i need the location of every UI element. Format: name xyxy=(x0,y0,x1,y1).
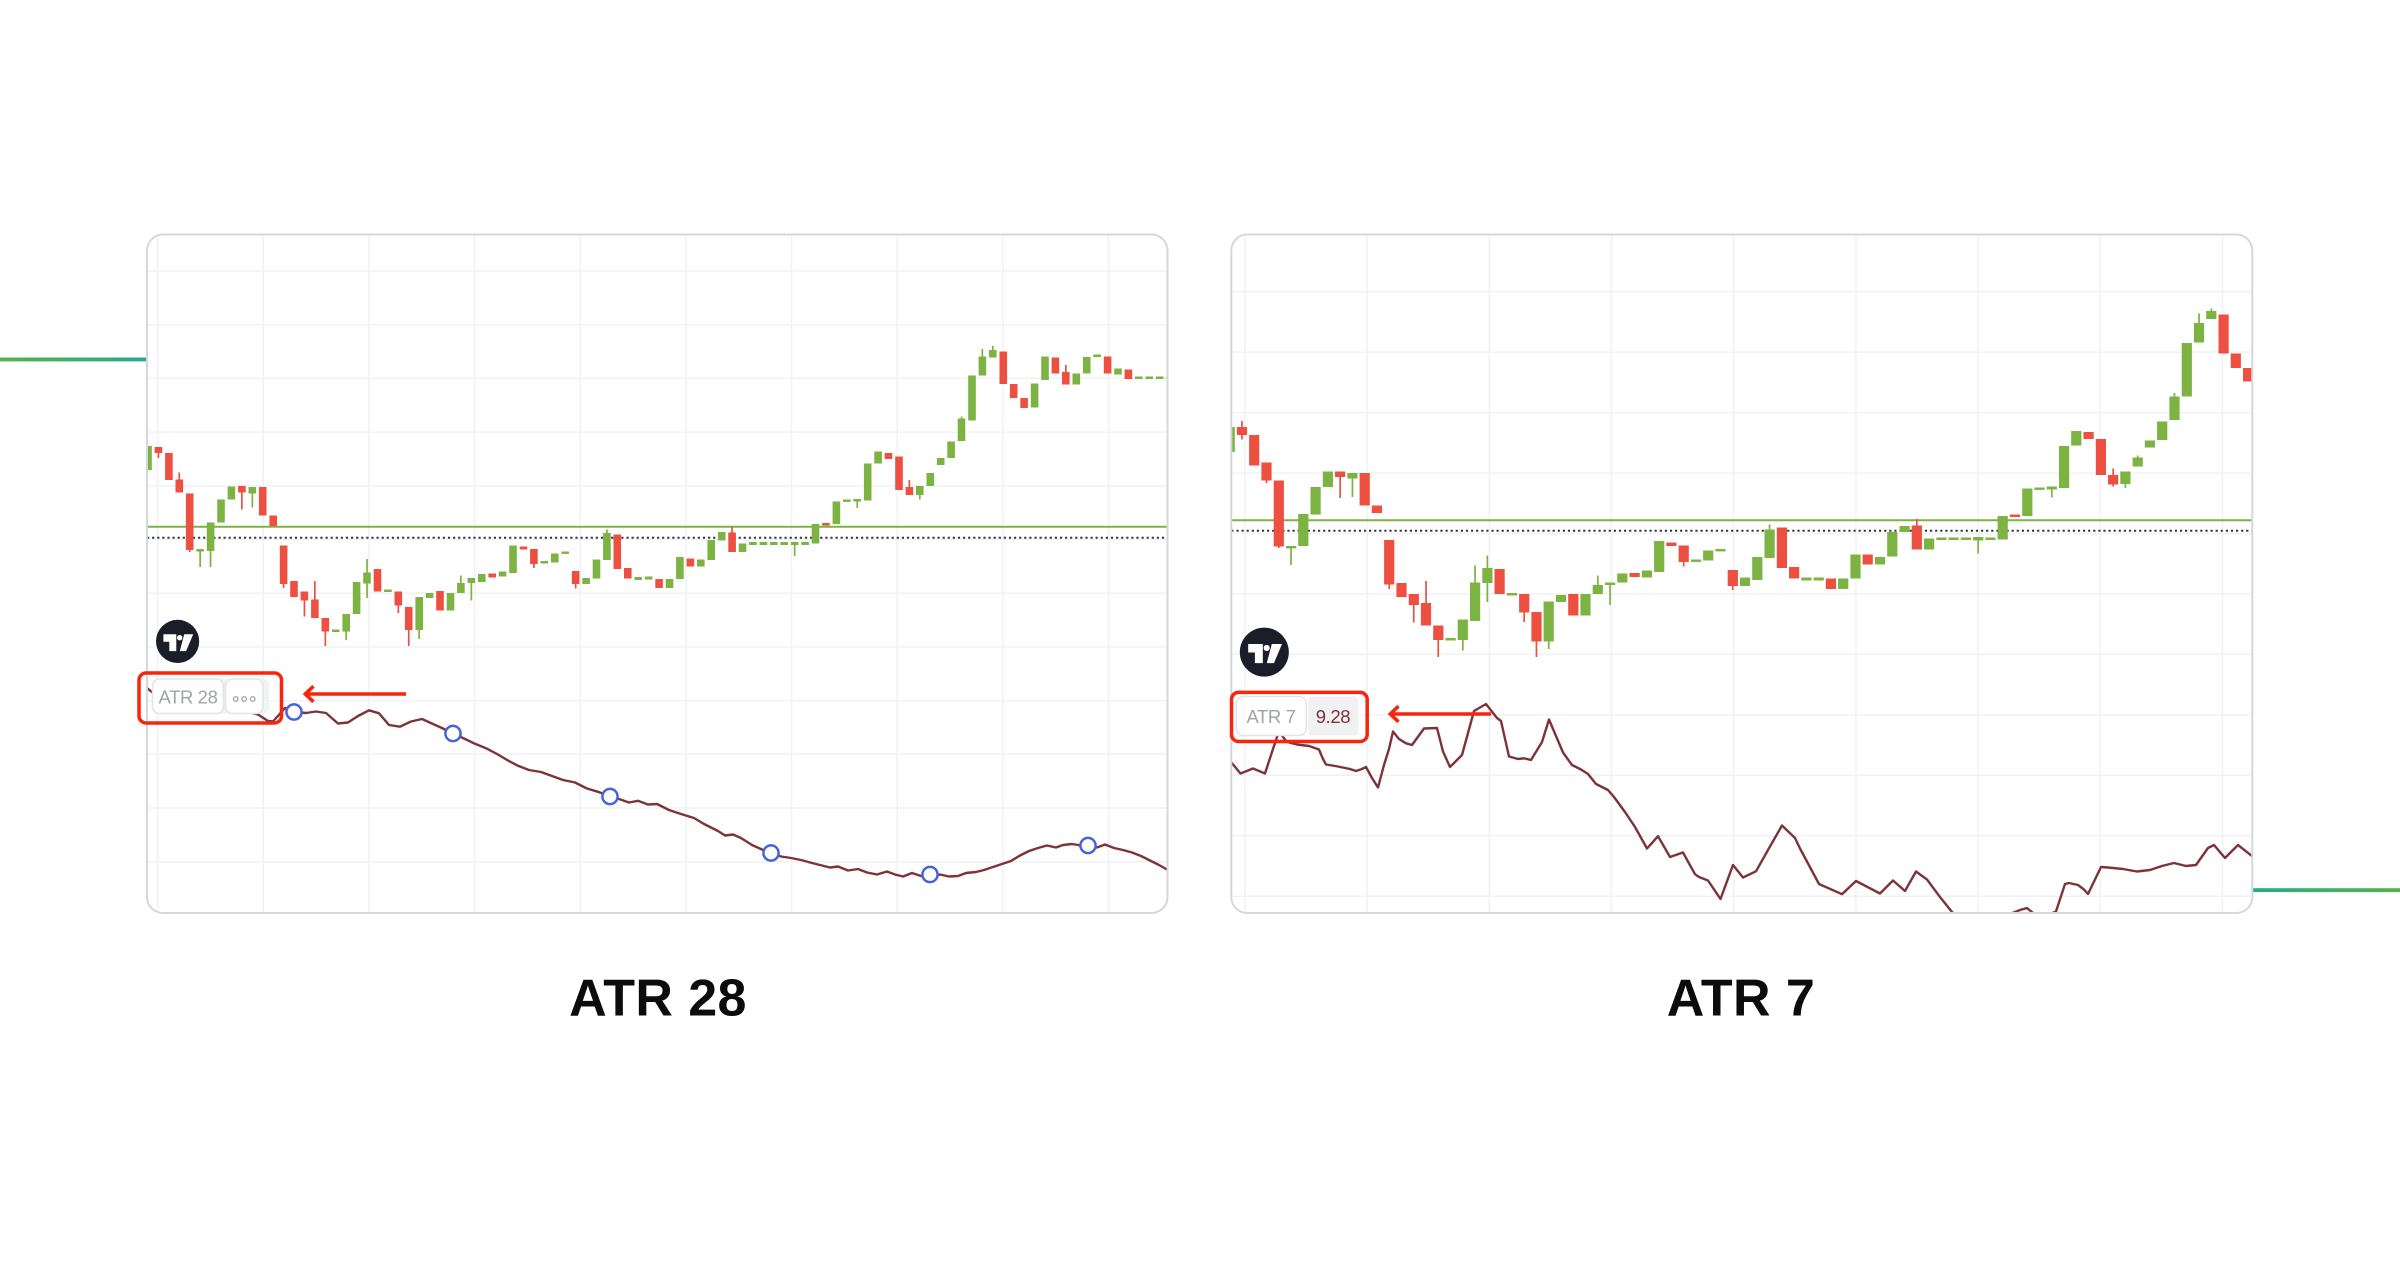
svg-text:ATR 28: ATR 28 xyxy=(159,687,218,708)
svg-text:9.28: 9.28 xyxy=(1316,706,1351,727)
svg-text:ATR 7: ATR 7 xyxy=(1667,970,1815,1028)
svg-text:ATR 7: ATR 7 xyxy=(1246,706,1295,727)
svg-text:ATR 28: ATR 28 xyxy=(569,970,747,1028)
